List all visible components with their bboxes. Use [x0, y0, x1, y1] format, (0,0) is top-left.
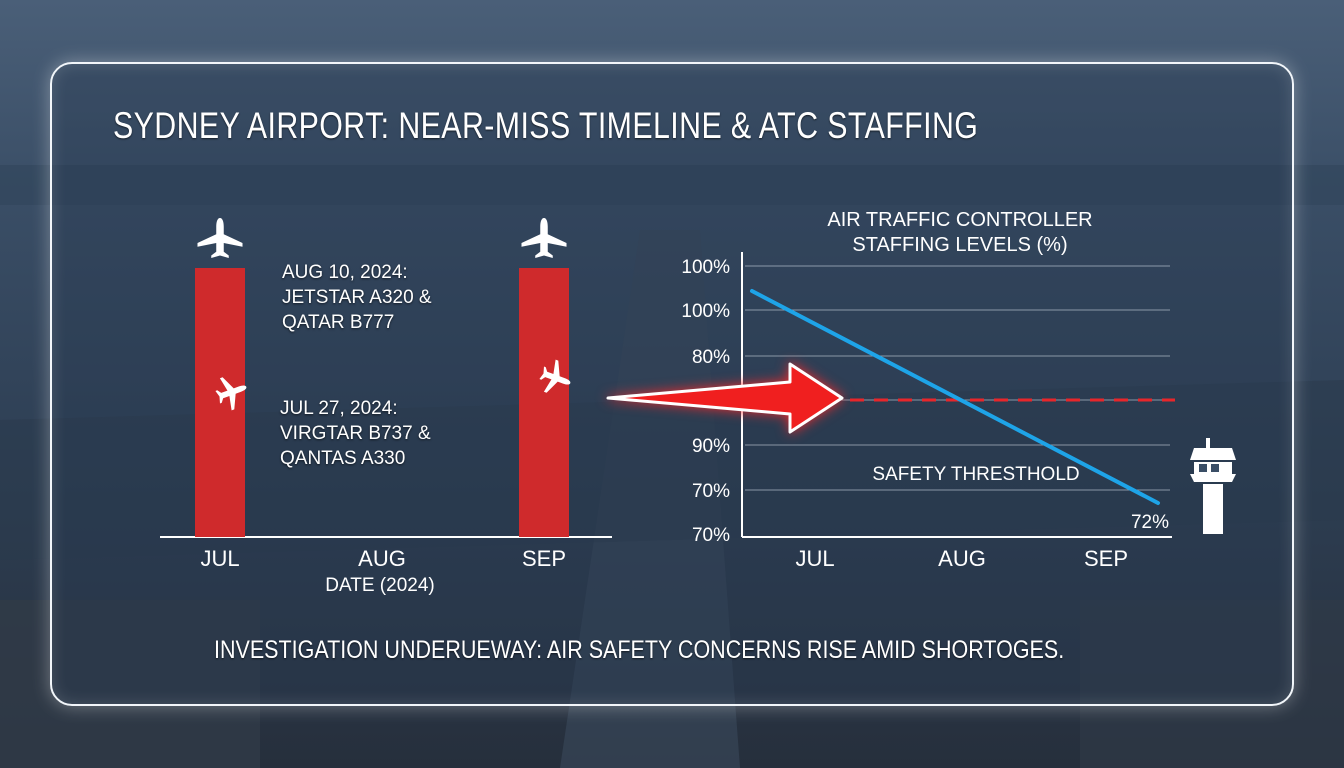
- incident-annotation: JUL 27, 2024: VIRGTAR B737 & QANTAS A330: [280, 396, 431, 471]
- red-arrow-icon: [606, 362, 844, 434]
- airplane-icon: [521, 218, 567, 258]
- y-tick-label: 80%: [692, 347, 730, 368]
- line-chart-title: AIR TRAFFIC CONTROLLER: [827, 209, 1092, 231]
- line-chart-title: STAFFING LEVELS (%): [852, 234, 1067, 256]
- y-tick-label: 70%: [692, 481, 730, 502]
- infographic-panel: [50, 62, 1294, 706]
- safety-threshold-label: SAFETY THRESTHOLD: [872, 464, 1079, 485]
- airplane-icon: [215, 377, 247, 411]
- annotation-line: JUL 27, 2024:: [280, 398, 398, 419]
- caption-text: INVESTIGATION UNDERUEWAY: AIR SAFETY CON…: [214, 636, 1065, 664]
- x-tick-label: JUL: [795, 546, 834, 571]
- x-axis-title: DATE (2024): [325, 575, 434, 596]
- staffing-series-line: [750, 289, 1160, 505]
- annotation-line: JETSTAR A320 &: [282, 287, 432, 308]
- annotation-line: VIRGTAR B737 &: [280, 423, 431, 444]
- y-tick-label: 100%: [681, 301, 730, 322]
- near-miss-bar-chart: JUL AUG SEP DATE (2024): [160, 218, 612, 596]
- x-tick-label: AUG: [938, 546, 986, 571]
- x-tick-label: AUG: [358, 546, 406, 571]
- page-title: SYDNEY AIRPORT: NEAR-MISS TIMELINE & ATC…: [113, 105, 979, 146]
- airplane-icon-shape: [215, 377, 247, 411]
- y-tick-label: 90%: [692, 436, 730, 457]
- series-end-label: 72%: [1131, 512, 1169, 533]
- annotation-line: QANTAS A330: [280, 448, 406, 469]
- annotation-line: AUG 10, 2024:: [282, 262, 408, 283]
- x-tick-label: JUL: [200, 546, 239, 571]
- annotation-line: QATAR B777: [282, 312, 395, 333]
- incident-annotation: AUG 10, 2024: JETSTAR A320 & QATAR B777: [282, 260, 432, 335]
- airplane-icon: [539, 359, 571, 393]
- control-tower-icon: [1190, 438, 1236, 534]
- x-tick-label: SEP: [522, 546, 566, 571]
- y-tick-label: 70%: [692, 525, 730, 546]
- atc-staffing-line-chart: AIR TRAFFIC CONTROLLER STAFFING LEVELS (%…: [681, 209, 1175, 571]
- y-tick-label: 100%: [681, 257, 730, 278]
- bar-sep: [519, 268, 569, 537]
- x-tick-label: SEP: [1084, 546, 1128, 571]
- airplane-icon-shape: [521, 218, 567, 258]
- airplane-icon: [197, 218, 243, 258]
- airplane-icon-shape: [197, 218, 243, 258]
- airplane-icon-shape: [539, 359, 571, 393]
